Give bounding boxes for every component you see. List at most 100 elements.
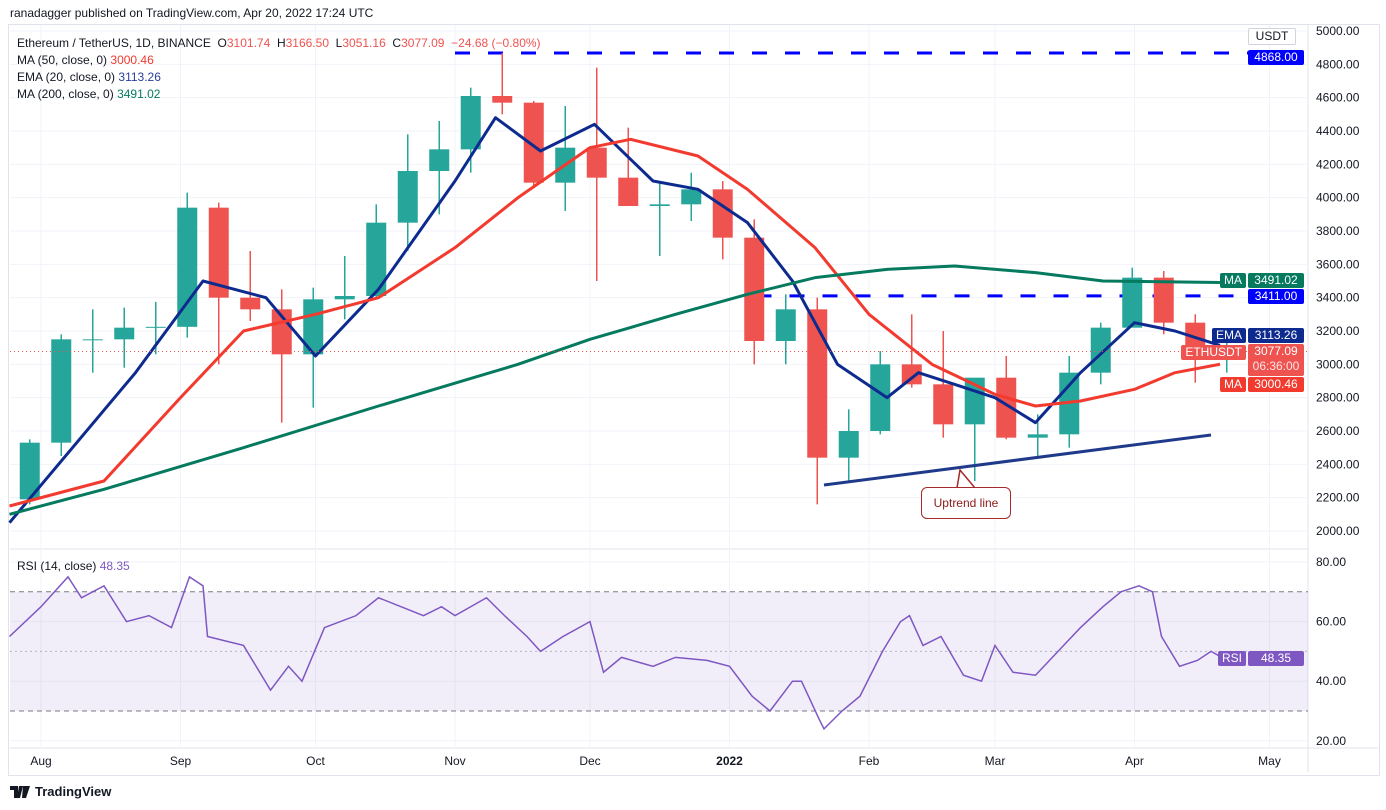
- ma200-legend[interactable]: MA (200, close, 0) 3491.02: [17, 87, 160, 101]
- candle-body: [334, 296, 355, 300]
- price-tick-label: 2600.00: [1316, 424, 1360, 438]
- rsi-legend[interactable]: RSI (14, close) 48.35: [17, 559, 130, 573]
- time-tick-label: Feb: [859, 754, 880, 768]
- published-line: ranadagger published on TradingView.com,…: [10, 6, 374, 20]
- high-label: H: [276, 36, 286, 50]
- rsi-tick-label: 20.00: [1316, 734, 1346, 748]
- level-high-tag: 4868.00: [1248, 50, 1304, 65]
- brand-name: TradingView: [35, 784, 112, 799]
- price-tick-label: 2800.00: [1316, 391, 1360, 405]
- candle-body: [681, 189, 702, 205]
- ma50-price-tag: 3000.46: [1248, 377, 1304, 392]
- time-tick-label: Nov: [444, 754, 465, 768]
- candle-body: [901, 364, 922, 385]
- high-value: 3166.50: [285, 36, 329, 50]
- rsi-tag: RSI: [1217, 651, 1246, 666]
- ma200-price-tag: 3491.02: [1248, 273, 1304, 288]
- ma200-value: 3491.02: [117, 87, 161, 101]
- symbol-legend: Ethereum / TetherUS, 1D, BINANCE O3101.7…: [17, 36, 541, 50]
- candle-body: [82, 339, 103, 341]
- ema-price-tag: 3113.26: [1248, 328, 1304, 343]
- candle-body: [460, 96, 481, 150]
- rsi-line: [8, 575, 1221, 731]
- price-tick-label: 3000.00: [1316, 357, 1360, 371]
- time-tick-label: Aug: [30, 754, 51, 768]
- candle-body: [366, 222, 387, 296]
- candle-body: [208, 207, 229, 298]
- price-tick-label: 3400.00: [1316, 291, 1360, 305]
- price-tick-label: 5000.00: [1316, 24, 1360, 38]
- time-tick-label: Mar: [985, 754, 1006, 768]
- axis-unit-label: USDT: [1248, 28, 1296, 45]
- candle-body: [1027, 434, 1048, 438]
- price-tick-label: 3200.00: [1316, 324, 1360, 338]
- price-tick-label: 2000.00: [1316, 524, 1360, 538]
- price-tick-label: 4200.00: [1316, 157, 1360, 171]
- candle-body: [492, 96, 513, 103]
- rsi-label: RSI (14, close): [17, 559, 97, 573]
- candle-body: [838, 431, 859, 458]
- time-tick-label: Sep: [170, 754, 192, 768]
- ma50-tag: MA: [1220, 377, 1246, 392]
- symbol-tag: ETHUSDT: [1181, 345, 1246, 360]
- candle-body: [933, 384, 954, 425]
- low-value: 3051.16: [342, 36, 386, 50]
- bar-countdown: 06:36:00: [1252, 359, 1300, 373]
- candle-body: [114, 327, 135, 340]
- price-tick-label: 4600.00: [1316, 91, 1360, 105]
- rsi-tick-label: 60.00: [1316, 615, 1346, 629]
- symbol-title: Ethereum / TetherUS, 1D, BINANCE: [17, 36, 211, 50]
- ma50-line: [9, 137, 1221, 508]
- rsi-value: 48.35: [99, 559, 130, 573]
- time-tick-label: Oct: [306, 754, 325, 768]
- time-tick-label: 2022: [716, 754, 743, 768]
- rsi-price-tag: 48.35: [1248, 651, 1304, 666]
- candle-body: [618, 177, 639, 206]
- candle-body: [807, 309, 828, 458]
- uptrend-callout[interactable]: Uptrend line: [921, 487, 1011, 519]
- rsi-tick-label: 40.00: [1316, 674, 1346, 688]
- rsi-tick-label: 80.00: [1316, 555, 1346, 569]
- ema20-label: EMA (20, close, 0): [17, 70, 116, 84]
- callout-pointer: [956, 468, 976, 489]
- ma200-label: MA (200, close, 0): [17, 87, 114, 101]
- price-tick-label: 4000.00: [1316, 191, 1360, 205]
- candle-body: [397, 171, 418, 223]
- price-tick-label: 3800.00: [1316, 224, 1360, 238]
- candle-body: [177, 207, 198, 327]
- candle-body: [19, 442, 40, 500]
- time-tick-label: Apr: [1125, 754, 1144, 768]
- ma50-label: MA (50, close, 0): [17, 53, 108, 67]
- ema20-line: [8, 116, 1221, 524]
- low-label: L: [335, 36, 343, 50]
- candle-body: [1122, 277, 1143, 328]
- tradingview-logo[interactable]: TradingView: [10, 784, 111, 799]
- resistance-level-tag: 3411.00: [1248, 289, 1304, 304]
- candle-body: [240, 297, 261, 310]
- ma50-value: 3000.46: [110, 53, 154, 67]
- candle-body: [996, 377, 1017, 438]
- candle-body: [649, 204, 670, 206]
- change-value: −24.68 (−0.80%): [451, 36, 541, 50]
- close-label: C: [392, 36, 402, 50]
- candle-body: [586, 147, 607, 178]
- last-price: 3077.09: [1254, 344, 1298, 358]
- price-tick-label: 2400.00: [1316, 457, 1360, 471]
- price-tick-label: 4800.00: [1316, 57, 1360, 71]
- time-tick-label: Dec: [579, 754, 600, 768]
- candle-body: [744, 237, 765, 341]
- ema-tag: EMA: [1211, 328, 1246, 343]
- candle-body: [870, 364, 891, 431]
- candle-body: [429, 149, 450, 171]
- chart-frame: [8, 24, 1380, 776]
- time-tick-label: May: [1258, 754, 1281, 768]
- candle-body: [1090, 327, 1111, 373]
- candle-body: [1153, 277, 1174, 323]
- price-tick-label: 4400.00: [1316, 124, 1360, 138]
- tradingview-logo-icon: [10, 785, 30, 798]
- candle-body: [51, 339, 72, 443]
- candle-body: [712, 189, 733, 238]
- ma50-legend[interactable]: MA (50, close, 0) 3000.46: [17, 53, 154, 67]
- ema20-legend[interactable]: EMA (20, close, 0) 3113.26: [17, 70, 161, 84]
